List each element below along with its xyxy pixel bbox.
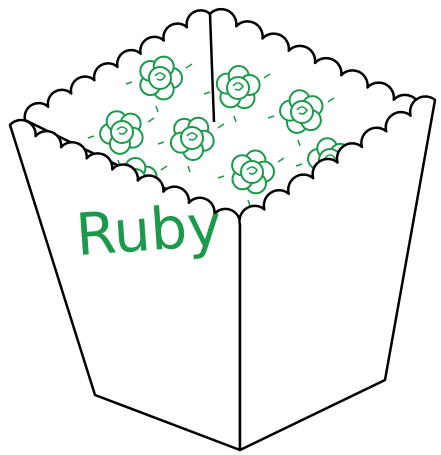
label-text: Ruby: [74, 191, 224, 269]
popcorn-piece: [291, 101, 313, 123]
popcorn-piece: [227, 77, 249, 99]
popcorn-illustration: Ruby: [0, 0, 441, 455]
popcorn-piece: [111, 121, 133, 143]
popcorn-piece: [241, 161, 263, 183]
popcorn-piece: [181, 127, 203, 149]
popcorn-piece: [149, 67, 171, 89]
